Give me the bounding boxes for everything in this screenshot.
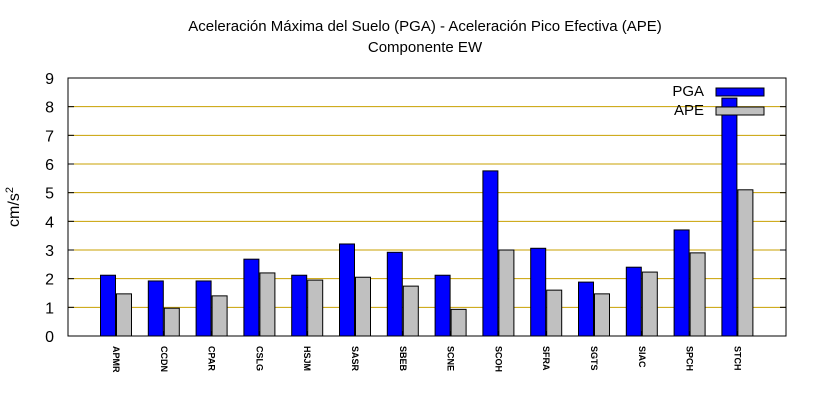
y-tick-label: 3 bbox=[45, 243, 54, 260]
x-tick-label: SASR bbox=[350, 346, 360, 372]
bar-pga-cslg bbox=[243, 258, 260, 337]
bar-ape-hsjm bbox=[307, 279, 324, 337]
x-tick-label: SBEB bbox=[398, 346, 408, 372]
y-tick-label: 1 bbox=[45, 300, 54, 317]
legend-label: APE bbox=[674, 102, 704, 119]
bar-pga-sgts bbox=[578, 281, 594, 337]
legend-label: PGA bbox=[672, 83, 704, 100]
y-ticks: 0 1 2 3 4 5 6 7 8 9 bbox=[45, 71, 786, 346]
bar-ape-cslg bbox=[259, 272, 276, 337]
legend-swatch bbox=[715, 87, 765, 97]
y-tick-label: 0 bbox=[45, 329, 54, 346]
y-axis-label: cm/s2 bbox=[4, 187, 23, 227]
x-tick-label: SCOH bbox=[493, 346, 503, 372]
x-tick-label: SGTS bbox=[589, 346, 599, 371]
plot-frame bbox=[67, 77, 787, 337]
y-tick-label: 9 bbox=[45, 71, 54, 88]
grid-lines bbox=[68, 106, 786, 308]
y-tick-label: 4 bbox=[45, 214, 54, 231]
y-axis-label-base: cm/s bbox=[6, 193, 23, 227]
bar-pga-sbeb bbox=[386, 251, 403, 337]
bar-pga-ccdn bbox=[147, 280, 164, 337]
bar-ape-sbeb bbox=[402, 285, 419, 337]
bar-ape-sasr bbox=[355, 276, 371, 337]
x-tick-label: CSLG bbox=[254, 346, 264, 371]
y-tick-label: 5 bbox=[45, 186, 54, 203]
chart-title: Aceleración Máxima del Suelo (PGA) - Ace… bbox=[188, 18, 662, 35]
x-tick-label: CPAR bbox=[207, 346, 217, 371]
bar-pga-cpar bbox=[195, 280, 212, 337]
x-tick-label: SCNE bbox=[446, 346, 456, 371]
y-tick-label: 6 bbox=[45, 157, 54, 174]
y-tick-label: 8 bbox=[45, 100, 54, 117]
bar-pga-siac bbox=[625, 266, 642, 337]
x-tick-label: SFRA bbox=[541, 346, 551, 371]
bar-ape-ccdn bbox=[163, 307, 180, 337]
bar-pga-apmr bbox=[100, 274, 116, 337]
x-tick-label: APMR bbox=[111, 346, 121, 373]
legend: PGA APE bbox=[672, 83, 765, 119]
chart-subtitle: Componente EW bbox=[368, 39, 483, 56]
bar-ape-sgts bbox=[594, 293, 610, 337]
bar-ape-stch bbox=[737, 189, 754, 337]
bar-ape-scne bbox=[450, 308, 467, 337]
bar-pga-spch bbox=[673, 229, 690, 337]
bar-pga-scne bbox=[434, 274, 451, 337]
x-ticks: APMR CCDN CPAR CSLG HSJM SASR SBEB SCNE SCOH SFRA… bbox=[111, 331, 742, 373]
y-tick-label: 7 bbox=[45, 128, 54, 145]
y-axis-label-exponent: 2 bbox=[4, 187, 16, 193]
bar-pga-sfra bbox=[530, 247, 547, 337]
legend-swatch bbox=[715, 106, 765, 116]
y-tick-label: 2 bbox=[45, 272, 54, 289]
bar-pga-hsjm bbox=[291, 274, 308, 337]
bars bbox=[100, 97, 754, 337]
x-tick-label: HSJM bbox=[302, 346, 312, 371]
bar-ape-scoh bbox=[498, 249, 515, 337]
bar-ape-spch bbox=[689, 252, 706, 337]
bar-ape-sfra bbox=[546, 289, 563, 337]
bar-ape-cpar bbox=[211, 295, 228, 337]
x-tick-label: STCH bbox=[732, 346, 742, 371]
bar-ape-siac bbox=[641, 271, 658, 337]
bar-pga-stch bbox=[721, 97, 738, 337]
bar-ape-apmr bbox=[116, 293, 132, 337]
bar-pga-sasr bbox=[339, 243, 355, 337]
x-tick-label: SIAC bbox=[637, 346, 647, 368]
x-tick-label: CCDN bbox=[159, 346, 169, 372]
bar-pga-scoh bbox=[482, 170, 499, 337]
x-tick-label: SPCH bbox=[685, 346, 695, 371]
